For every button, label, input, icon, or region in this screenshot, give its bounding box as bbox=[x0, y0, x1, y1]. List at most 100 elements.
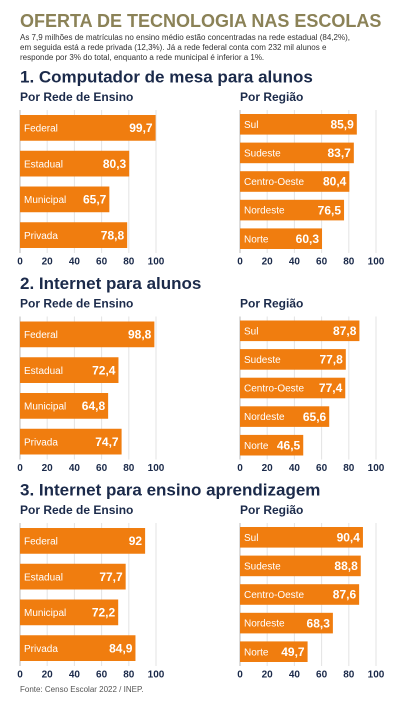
category-label: Privada bbox=[24, 231, 58, 242]
page-title: OFERTA DE TECNOLOGIA NAS ESCOLAS bbox=[20, 11, 381, 31]
x-tick-label: 20 bbox=[262, 670, 274, 681]
bar bbox=[20, 393, 109, 419]
x-tick-label: 40 bbox=[289, 670, 301, 681]
value-label: 74,7 bbox=[95, 435, 119, 449]
value-label: 72,4 bbox=[92, 363, 116, 377]
bar bbox=[240, 612, 333, 634]
x-tick-label: 80 bbox=[123, 463, 135, 474]
x-tick-label: 100 bbox=[368, 670, 385, 681]
category-label: Municipal bbox=[24, 195, 66, 206]
x-tick-label: 0 bbox=[237, 670, 243, 681]
bar bbox=[240, 320, 360, 342]
x-tick-label: 100 bbox=[148, 670, 165, 681]
x-tick-label: 20 bbox=[42, 257, 54, 268]
category-label: Norte bbox=[244, 441, 269, 452]
chart-subtitle: Por Rede de Ensino bbox=[20, 297, 133, 311]
category-label: Nordeste bbox=[244, 619, 285, 630]
x-tick-label: 0 bbox=[237, 463, 243, 474]
subtitle-line: responde por 3% do total, enquanto a red… bbox=[20, 53, 264, 62]
category-label: Federal bbox=[24, 124, 58, 135]
x-tick-label: 40 bbox=[69, 257, 81, 268]
x-tick-label: 20 bbox=[262, 463, 274, 474]
bar bbox=[240, 199, 345, 221]
x-tick-label: 40 bbox=[289, 257, 301, 268]
x-tick-label: 80 bbox=[343, 463, 355, 474]
x-tick-label: 0 bbox=[17, 463, 23, 474]
x-tick-label: 40 bbox=[69, 463, 81, 474]
bar bbox=[240, 434, 304, 456]
bar bbox=[20, 428, 122, 455]
bar bbox=[240, 555, 361, 577]
value-label: 72,2 bbox=[92, 606, 116, 620]
bar bbox=[240, 114, 357, 135]
value-label: 77,4 bbox=[319, 381, 343, 395]
chart-subtitle: Por Região bbox=[240, 503, 303, 517]
x-tick-label: 100 bbox=[148, 463, 165, 474]
x-tick-label: 60 bbox=[316, 463, 328, 474]
chart-subtitle: Por Região bbox=[240, 90, 303, 104]
value-label: 76,5 bbox=[318, 203, 342, 217]
bar bbox=[20, 599, 119, 626]
value-label: 60,3 bbox=[296, 232, 320, 246]
category-label: Estadual bbox=[24, 159, 63, 170]
bar bbox=[20, 115, 156, 141]
x-tick-label: 80 bbox=[123, 670, 135, 681]
subtitle-line: As 7,9 milhões de matrículas no ensino m… bbox=[20, 33, 350, 42]
source: Fonte: Censo Escolar 2022 / INEP. bbox=[20, 685, 143, 694]
value-label: 78,8 bbox=[101, 228, 125, 242]
x-tick-label: 20 bbox=[42, 463, 54, 474]
bar bbox=[20, 357, 119, 383]
bar bbox=[240, 349, 346, 370]
category-label: Sudeste bbox=[244, 149, 281, 160]
category-label: Sul bbox=[244, 326, 258, 337]
x-tick-label: 100 bbox=[148, 257, 165, 268]
value-label: 80,4 bbox=[323, 175, 347, 189]
bar bbox=[240, 377, 346, 399]
value-label: 68,3 bbox=[307, 616, 331, 630]
value-label: 46,5 bbox=[277, 438, 301, 452]
chart-subtitle: Por Rede de Ensino bbox=[20, 90, 133, 104]
x-tick-label: 60 bbox=[316, 670, 328, 681]
value-label: 80,3 bbox=[103, 157, 127, 171]
bar bbox=[240, 142, 354, 164]
section-heading: 1. Computador de mesa para alunos bbox=[20, 67, 313, 86]
category-label: Federal bbox=[24, 330, 58, 341]
x-tick-label: 20 bbox=[262, 257, 274, 268]
category-label: Centro-Oeste bbox=[244, 177, 304, 188]
bar bbox=[20, 321, 155, 348]
x-tick-label: 100 bbox=[368, 463, 385, 474]
chart-subtitle: Por Região bbox=[240, 297, 303, 311]
x-tick-label: 100 bbox=[368, 257, 385, 268]
x-tick-label: 60 bbox=[96, 463, 108, 474]
value-label: 99,7 bbox=[129, 121, 153, 135]
value-label: 92 bbox=[129, 534, 143, 548]
category-label: Sul bbox=[244, 120, 258, 131]
category-label: Estadual bbox=[24, 572, 63, 583]
bar bbox=[20, 635, 136, 661]
x-tick-label: 80 bbox=[123, 257, 135, 268]
x-tick-label: 0 bbox=[237, 257, 243, 268]
bar bbox=[240, 406, 330, 427]
value-label: 87,6 bbox=[333, 588, 357, 602]
bar bbox=[240, 171, 350, 192]
category-label: Sudeste bbox=[244, 562, 281, 573]
value-label: 87,8 bbox=[333, 324, 357, 338]
category-label: Estadual bbox=[24, 366, 63, 377]
value-label: 77,7 bbox=[99, 570, 123, 584]
value-label: 88,8 bbox=[334, 559, 358, 573]
value-label: 85,9 bbox=[330, 117, 354, 131]
category-label: Nordeste bbox=[244, 412, 285, 423]
bar bbox=[240, 584, 360, 605]
value-label: 77,8 bbox=[319, 353, 343, 367]
x-tick-label: 20 bbox=[42, 670, 54, 681]
x-tick-label: 80 bbox=[343, 670, 355, 681]
bar bbox=[240, 641, 308, 662]
bar bbox=[20, 186, 110, 213]
value-label: 65,6 bbox=[303, 410, 327, 424]
x-tick-label: 40 bbox=[289, 463, 301, 474]
x-tick-label: 40 bbox=[69, 670, 81, 681]
category-label: Sudeste bbox=[244, 355, 281, 366]
chart-subtitle: Por Rede de Ensino bbox=[20, 503, 133, 517]
